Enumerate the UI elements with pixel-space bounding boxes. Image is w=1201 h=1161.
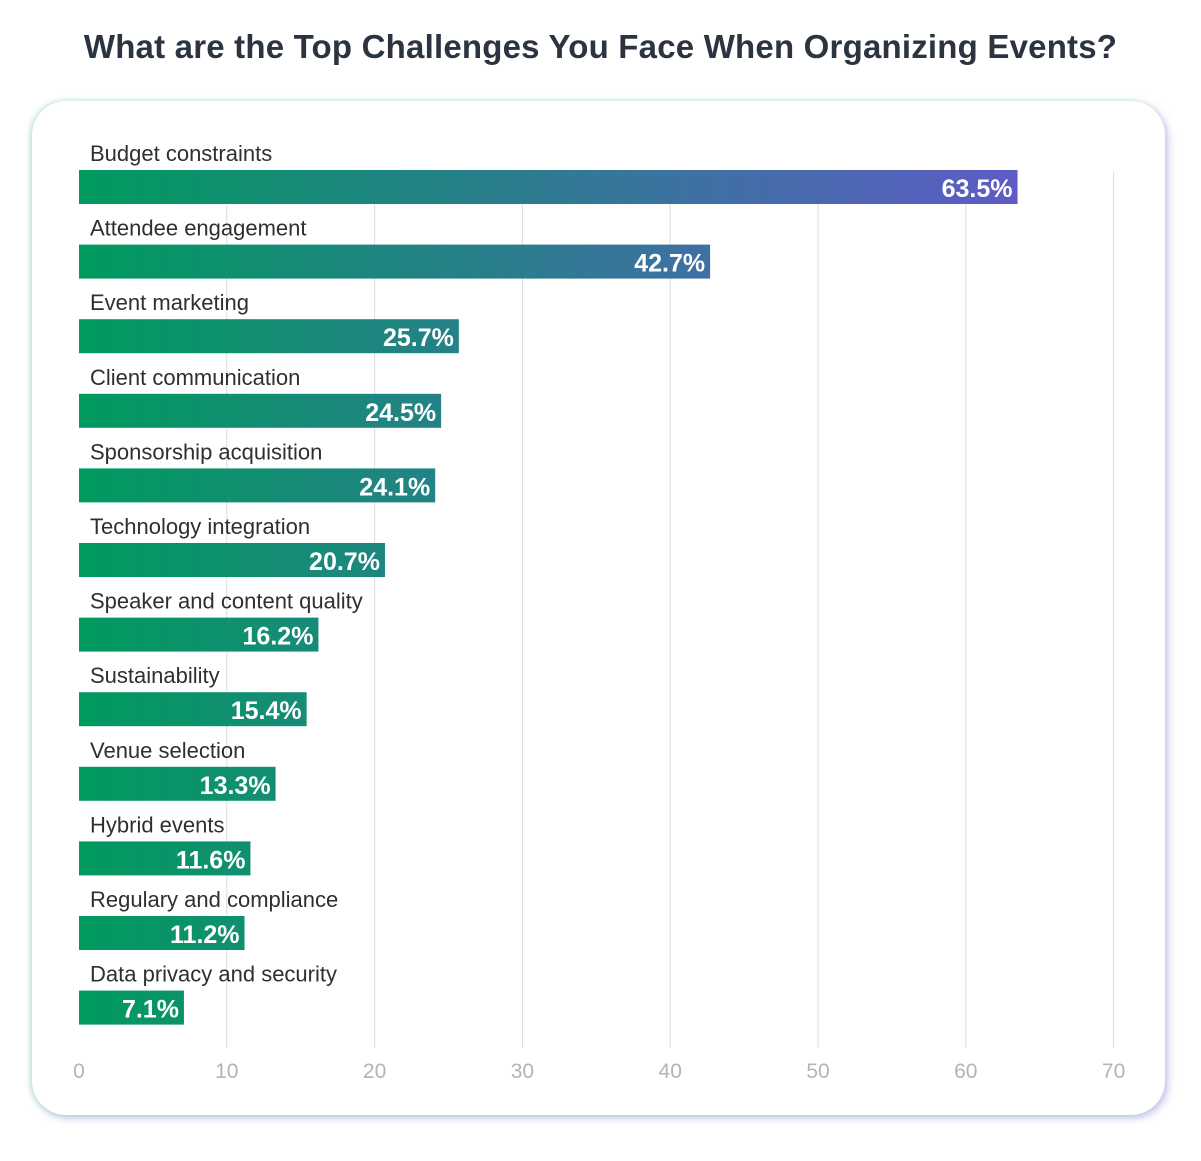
- bar: [79, 170, 1018, 204]
- bar: [79, 841, 251, 876]
- bar: [79, 916, 245, 950]
- bar: [79, 319, 459, 354]
- value-label: 16.2%: [243, 623, 314, 651]
- x-tick-label: 20: [363, 1060, 386, 1083]
- x-tick-label: 50: [806, 1060, 829, 1083]
- x-tick-label: 10: [215, 1060, 238, 1083]
- category-label: Attendee engagement: [90, 216, 307, 241]
- category-label: Event marketing: [90, 290, 249, 315]
- category-label: Regulary and compliance: [90, 887, 338, 912]
- bar: [79, 617, 319, 652]
- value-label: 11.2%: [170, 921, 240, 949]
- x-tick-label: 30: [511, 1060, 534, 1083]
- category-label: Budget constraints: [90, 141, 272, 166]
- x-tick-label: 0: [73, 1060, 85, 1083]
- bar: [79, 244, 711, 279]
- chart-title: What are the Top Challenges You Face Whe…: [83, 28, 1118, 65]
- value-label: 24.5%: [365, 399, 436, 427]
- x-tick-label: 70: [1102, 1060, 1125, 1083]
- bar: [79, 543, 385, 577]
- category-label: Sponsorship acquisition: [90, 439, 322, 464]
- bar: [79, 692, 307, 727]
- value-label: 25.7%: [383, 324, 454, 352]
- category-label: Venue selection: [90, 738, 245, 763]
- bar: [79, 393, 442, 428]
- x-tick-label: 60: [954, 1060, 977, 1083]
- category-label: Technology integration: [90, 514, 310, 539]
- category-label: Client communication: [90, 365, 300, 390]
- value-label: 13.3%: [200, 772, 271, 800]
- x-tick-label: 40: [659, 1060, 682, 1083]
- category-label: Hybrid events: [90, 812, 225, 837]
- category-label: Sustainability: [90, 663, 220, 688]
- value-label: 7.1%: [122, 996, 179, 1024]
- category-label: Data privacy and security: [90, 962, 337, 987]
- value-label: 42.7%: [634, 250, 705, 278]
- value-label: 24.1%: [359, 473, 430, 501]
- bar: [79, 766, 276, 801]
- value-label: 20.7%: [309, 548, 380, 576]
- category-label: Speaker and content quality: [90, 589, 363, 614]
- value-label: 11.6%: [176, 846, 246, 874]
- bar: [79, 990, 184, 1025]
- value-label: 63.5%: [942, 175, 1013, 203]
- value-label: 15.4%: [231, 697, 302, 725]
- bar: [79, 468, 436, 503]
